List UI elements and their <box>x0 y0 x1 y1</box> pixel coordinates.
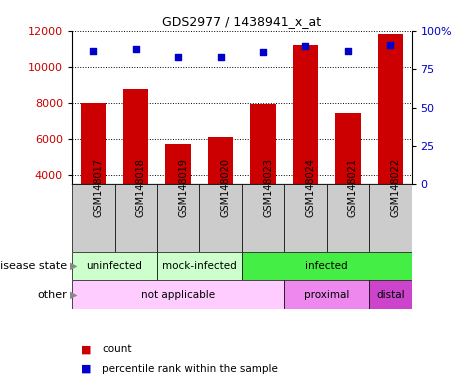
Bar <box>166 144 191 248</box>
Text: ▶: ▶ <box>70 290 77 300</box>
Text: count: count <box>102 344 132 354</box>
Text: distal: distal <box>376 290 405 300</box>
Text: GSM148020: GSM148020 <box>220 158 231 217</box>
FancyBboxPatch shape <box>72 184 114 252</box>
FancyBboxPatch shape <box>72 280 284 309</box>
Title: GDS2977 / 1438941_x_at: GDS2977 / 1438941_x_at <box>162 15 321 28</box>
Text: GSM148017: GSM148017 <box>93 158 103 217</box>
Bar <box>293 45 318 248</box>
Text: GSM148022: GSM148022 <box>390 158 400 217</box>
Point <box>386 41 394 48</box>
FancyBboxPatch shape <box>284 280 369 309</box>
Text: proximal: proximal <box>304 290 349 300</box>
Text: not applicable: not applicable <box>141 290 215 300</box>
Text: uninfected: uninfected <box>86 261 142 271</box>
FancyBboxPatch shape <box>157 252 242 280</box>
FancyBboxPatch shape <box>326 184 369 252</box>
Text: GSM148019: GSM148019 <box>178 158 188 217</box>
Text: infected: infected <box>306 261 348 271</box>
Point <box>259 49 267 55</box>
Point <box>344 48 352 54</box>
Text: ■: ■ <box>81 364 92 374</box>
Bar <box>335 113 360 248</box>
FancyBboxPatch shape <box>369 280 412 309</box>
FancyBboxPatch shape <box>242 184 284 252</box>
Bar <box>208 137 233 248</box>
FancyBboxPatch shape <box>157 184 199 252</box>
Point <box>302 43 309 49</box>
Point <box>90 48 97 54</box>
Bar <box>123 89 148 248</box>
FancyBboxPatch shape <box>369 184 412 252</box>
Text: GSM148023: GSM148023 <box>263 158 273 217</box>
FancyBboxPatch shape <box>284 184 326 252</box>
Text: GSM148018: GSM148018 <box>136 158 146 217</box>
Text: ▶: ▶ <box>70 261 77 271</box>
Text: disease state: disease state <box>0 261 67 271</box>
FancyBboxPatch shape <box>242 252 412 280</box>
FancyBboxPatch shape <box>72 252 157 280</box>
Point <box>174 54 182 60</box>
Point <box>217 54 224 60</box>
Text: other: other <box>38 290 67 300</box>
Text: percentile rank within the sample: percentile rank within the sample <box>102 364 278 374</box>
FancyBboxPatch shape <box>199 184 242 252</box>
Text: GSM148024: GSM148024 <box>306 158 315 217</box>
Text: GSM148021: GSM148021 <box>348 158 358 217</box>
FancyBboxPatch shape <box>114 184 157 252</box>
Text: ■: ■ <box>81 344 92 354</box>
Point <box>132 46 140 52</box>
Bar <box>80 103 106 248</box>
Bar <box>378 34 403 248</box>
Text: mock-infected: mock-infected <box>162 261 237 271</box>
Bar <box>250 104 276 248</box>
